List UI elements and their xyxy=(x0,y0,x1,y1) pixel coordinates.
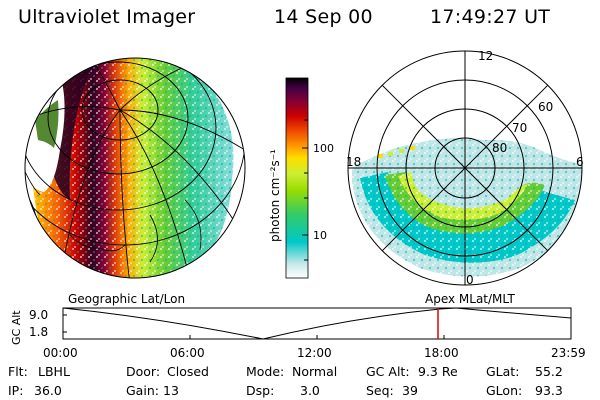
lat-label-80: 80 xyxy=(492,141,507,155)
info-label-mode: Mode: xyxy=(246,364,285,379)
info-value-filter: LBHL xyxy=(38,364,70,379)
app-title: Ultraviolet Imager xyxy=(18,6,196,28)
info-label-seq: Seq: xyxy=(366,383,394,398)
timeline-xtick: 06:00 xyxy=(170,346,205,360)
info-value-seq: 39 xyxy=(402,383,418,398)
info-label-dsp: Dsp: xyxy=(246,383,275,398)
info-value-door: Closed xyxy=(167,364,209,379)
timeline-axis-title: GC Alt xyxy=(10,310,23,345)
mlt-label-0: 0 xyxy=(466,273,474,287)
colorbar-unit-label: photon cm⁻²s⁻¹ xyxy=(268,149,282,242)
timeline-ytick-9: 9.0 xyxy=(29,308,48,322)
timeline-xtick: 12:00 xyxy=(297,346,332,360)
info-value-glat: 55.2 xyxy=(535,364,563,379)
timeline-ytick-1.8: 1.8 xyxy=(29,325,48,339)
info-label-filter: Flt: xyxy=(8,364,28,379)
left-panel-label: Geographic Lat/Lon xyxy=(68,292,186,306)
info-value-mode: Normal xyxy=(292,364,338,379)
timeline-xtick: 23:59 xyxy=(551,346,586,360)
magnetic-polar-plot xyxy=(347,50,583,286)
mlt-label-18: 18 xyxy=(346,155,361,169)
geographic-globe xyxy=(24,57,246,279)
colorbar-tick-10: 10 xyxy=(313,229,327,242)
info-value-gc-alt: 9.3 Re xyxy=(418,364,458,379)
info-value-ip: 36.0 xyxy=(34,383,62,398)
timeline-xtick: 18:00 xyxy=(424,346,459,360)
info-value-glon: 93.3 xyxy=(535,383,563,398)
info-label-gc-alt: GC Alt: xyxy=(366,364,410,379)
info-label-gain: Gain: xyxy=(126,383,159,398)
mlt-label-12: 12 xyxy=(478,49,493,63)
info-value-gain: 13 xyxy=(163,383,179,398)
lat-label-60: 60 xyxy=(538,100,553,114)
date-display: 14 Sep 00 xyxy=(274,6,373,28)
info-label-glat: GLat: xyxy=(486,364,520,379)
info-label-door: Door: xyxy=(126,364,161,379)
info-value-dsp: 3.0 xyxy=(300,383,320,398)
colorbar-tick-100: 100 xyxy=(313,142,334,155)
info-label-glon: GLon: xyxy=(486,383,523,398)
altitude-timeline xyxy=(62,307,572,340)
altitude-curve xyxy=(62,307,572,340)
lat-label-70: 70 xyxy=(512,121,527,135)
info-label-ip: IP: xyxy=(8,383,24,398)
mlt-label-6: 6 xyxy=(576,155,584,169)
timeline-xtick: 00:00 xyxy=(43,346,78,360)
time-display: 17:49:27 UT xyxy=(430,6,551,28)
color-scale-bar xyxy=(285,77,309,279)
right-panel-label: Apex MLat/MLT xyxy=(425,292,515,306)
